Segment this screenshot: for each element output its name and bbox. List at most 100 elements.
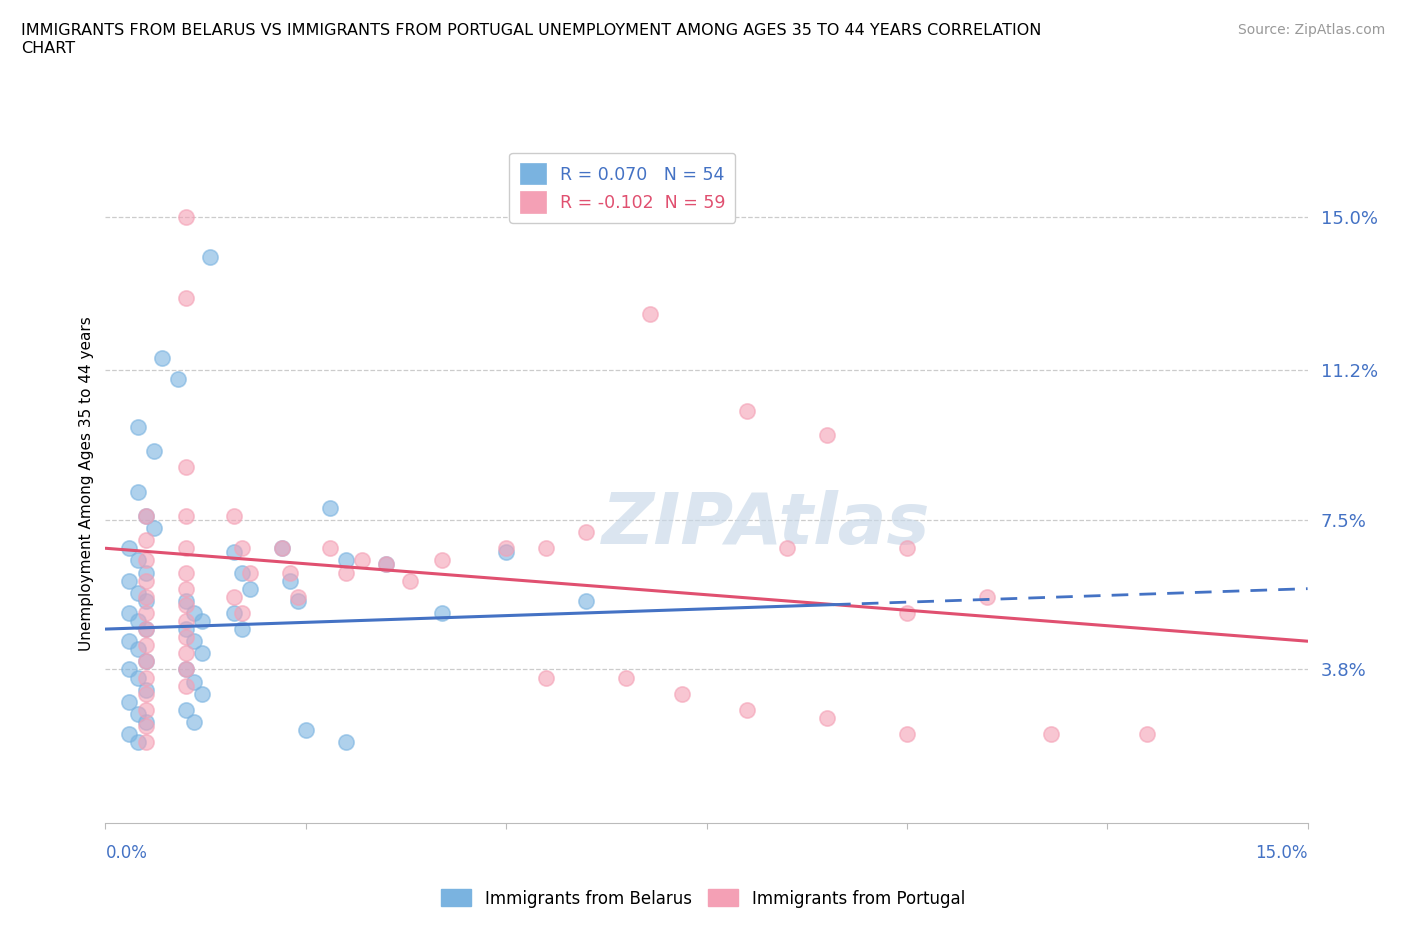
Point xyxy=(174,614,197,629)
Text: 15.0%: 15.0% xyxy=(1256,844,1308,862)
Point xyxy=(118,633,141,648)
Point xyxy=(231,605,253,620)
Point xyxy=(118,662,141,677)
Point xyxy=(174,509,197,524)
Point xyxy=(1136,726,1159,741)
Point xyxy=(135,714,157,729)
Point xyxy=(174,593,197,608)
Point xyxy=(127,642,149,657)
Text: IMMIGRANTS FROM BELARUS VS IMMIGRANTS FROM PORTUGAL UNEMPLOYMENT AMONG AGES 35 T: IMMIGRANTS FROM BELARUS VS IMMIGRANTS FR… xyxy=(21,23,1042,56)
Point xyxy=(135,533,157,548)
Legend: Immigrants from Belarus, Immigrants from Portugal: Immigrants from Belarus, Immigrants from… xyxy=(434,883,972,914)
Point xyxy=(534,541,557,556)
Point xyxy=(127,614,149,629)
Point xyxy=(135,683,157,698)
Point xyxy=(135,686,157,701)
Point xyxy=(335,565,357,580)
Point xyxy=(135,654,157,669)
Point xyxy=(222,509,245,524)
Point xyxy=(640,307,662,322)
Point xyxy=(335,735,357,750)
Point xyxy=(174,541,197,556)
Point xyxy=(495,541,517,556)
Point xyxy=(174,581,197,596)
Point xyxy=(135,621,157,636)
Point xyxy=(270,541,292,556)
Point xyxy=(671,686,693,701)
Point xyxy=(127,707,149,722)
Point xyxy=(127,671,149,685)
Point xyxy=(287,593,309,608)
Point xyxy=(135,565,157,580)
Point xyxy=(815,711,838,725)
Point xyxy=(287,590,309,604)
Point xyxy=(190,686,212,701)
Point xyxy=(430,553,453,568)
Point xyxy=(118,541,141,556)
Point xyxy=(135,719,157,734)
Point xyxy=(183,714,205,729)
Point xyxy=(118,726,141,741)
Point xyxy=(278,573,301,588)
Point xyxy=(174,621,197,636)
Point xyxy=(135,605,157,620)
Point xyxy=(319,541,342,556)
Point xyxy=(174,646,197,661)
Point xyxy=(231,541,253,556)
Point xyxy=(135,654,157,669)
Point xyxy=(896,726,918,741)
Point xyxy=(135,593,157,608)
Point xyxy=(174,209,197,224)
Legend: R = 0.070   N = 54, R = -0.102  N = 59: R = 0.070 N = 54, R = -0.102 N = 59 xyxy=(509,153,735,223)
Point xyxy=(198,250,221,265)
Point xyxy=(118,605,141,620)
Point xyxy=(239,581,262,596)
Point xyxy=(374,557,398,572)
Point xyxy=(896,605,918,620)
Point xyxy=(135,621,157,636)
Point xyxy=(174,597,197,612)
Point xyxy=(127,735,149,750)
Point xyxy=(174,678,197,693)
Point xyxy=(150,351,173,365)
Point xyxy=(118,695,141,710)
Text: 0.0%: 0.0% xyxy=(105,844,148,862)
Point xyxy=(174,290,197,305)
Point xyxy=(231,565,253,580)
Point xyxy=(295,723,318,737)
Point xyxy=(174,662,197,677)
Point xyxy=(166,371,188,386)
Point xyxy=(776,541,799,556)
Point xyxy=(270,541,292,556)
Point xyxy=(231,621,253,636)
Point xyxy=(118,573,141,588)
Text: Source: ZipAtlas.com: Source: ZipAtlas.com xyxy=(1237,23,1385,37)
Point xyxy=(183,674,205,689)
Point xyxy=(183,633,205,648)
Point xyxy=(174,630,197,644)
Point xyxy=(135,553,157,568)
Point xyxy=(127,553,149,568)
Point xyxy=(174,702,197,717)
Y-axis label: Unemployment Among Ages 35 to 44 years: Unemployment Among Ages 35 to 44 years xyxy=(79,316,94,651)
Point xyxy=(135,702,157,717)
Point xyxy=(222,545,245,560)
Point xyxy=(135,735,157,750)
Point xyxy=(183,605,205,620)
Text: ZIPAtlas: ZIPAtlas xyxy=(602,490,931,559)
Point xyxy=(190,614,212,629)
Point xyxy=(135,509,157,524)
Point xyxy=(278,565,301,580)
Point xyxy=(1040,726,1063,741)
Point xyxy=(350,553,373,568)
Point xyxy=(335,553,357,568)
Point xyxy=(135,573,157,588)
Point xyxy=(222,605,245,620)
Point xyxy=(190,646,212,661)
Point xyxy=(430,605,453,620)
Point xyxy=(127,585,149,600)
Point xyxy=(135,671,157,685)
Point xyxy=(815,428,838,443)
Point xyxy=(174,460,197,475)
Point xyxy=(142,444,165,458)
